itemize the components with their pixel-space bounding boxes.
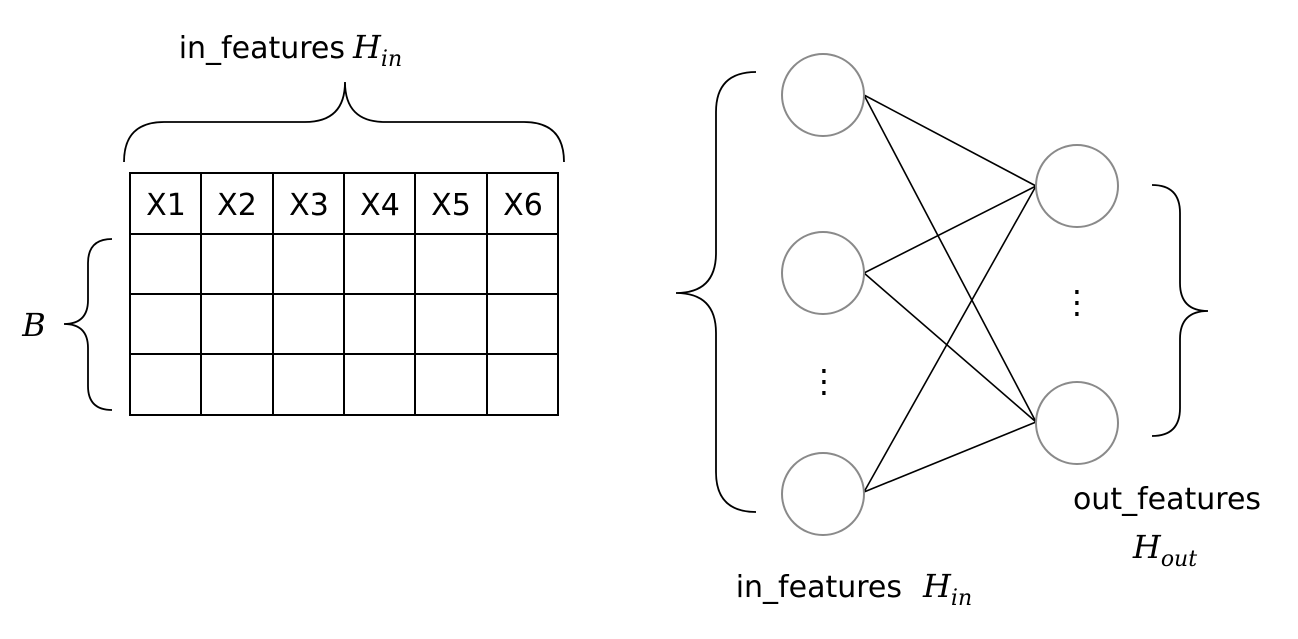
matrix-header-x4: X4 bbox=[360, 188, 400, 223]
output-node-2 bbox=[1035, 381, 1119, 465]
matrix-header-x5: X5 bbox=[431, 188, 471, 223]
output-symbol: Hout bbox=[1132, 528, 1197, 572]
matrix-side-brace bbox=[63, 238, 113, 411]
matrix-header-x2: X2 bbox=[217, 188, 257, 223]
matrix-header-x3: X3 bbox=[289, 188, 329, 223]
input-layer-brace bbox=[675, 71, 757, 513]
output-node-1 bbox=[1035, 144, 1119, 228]
output-label: out_features bbox=[1073, 482, 1261, 517]
input-node-2 bbox=[781, 231, 865, 315]
output-layer-brace bbox=[1151, 184, 1209, 437]
input-node-3 bbox=[781, 452, 865, 536]
edge-in3-out1 bbox=[863, 185, 1037, 493]
matrix-grid bbox=[129, 172, 559, 416]
matrix-top-brace bbox=[123, 81, 565, 163]
edge-in2-out2 bbox=[863, 272, 1037, 423]
input-node-1 bbox=[781, 53, 865, 137]
edge-in1-out2 bbox=[863, 94, 1037, 423]
edge-in2-out1 bbox=[863, 185, 1037, 274]
edge-in1-out1 bbox=[863, 94, 1037, 187]
output-nodes bbox=[1035, 144, 1119, 465]
matrix-top-symbol: Hin bbox=[352, 28, 402, 72]
matrix-top-label: in_features bbox=[179, 31, 345, 66]
network: ⋮ ⋮ out_features Hout in_features Hin bbox=[675, 53, 1261, 611]
output-ellipsis: ⋮ bbox=[1061, 283, 1093, 321]
matrix-header-x6: X6 bbox=[503, 188, 543, 223]
input-symbol: Hin bbox=[922, 567, 972, 611]
connections bbox=[863, 94, 1037, 493]
input-matrix: in_features Hin B X1 X2 X3 X4 X5 X6 bbox=[21, 28, 565, 416]
input-nodes bbox=[781, 53, 865, 536]
matrix-side-symbol: B bbox=[21, 306, 46, 344]
matrix-headers: X1 X2 X3 X4 X5 X6 bbox=[146, 188, 543, 223]
matrix-header-x1: X1 bbox=[146, 188, 186, 223]
input-ellipsis: ⋮ bbox=[808, 362, 840, 400]
edge-in3-out2 bbox=[863, 421, 1037, 493]
input-label: in_features bbox=[736, 570, 902, 605]
